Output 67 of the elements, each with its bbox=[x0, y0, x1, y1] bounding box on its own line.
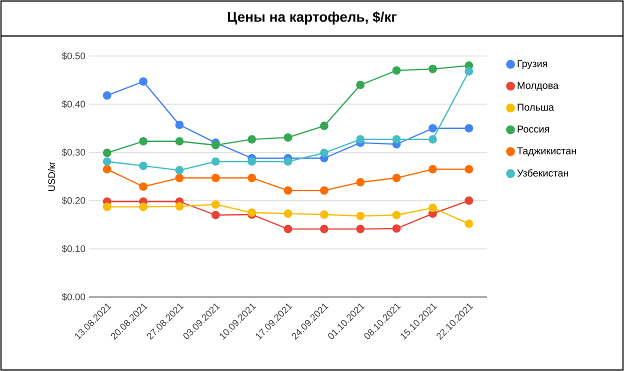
point bbox=[356, 224, 365, 234]
legend-label: Узбекистан bbox=[517, 169, 568, 177]
legend-label: Польша bbox=[518, 104, 554, 111]
point bbox=[248, 157, 256, 166]
point bbox=[248, 174, 256, 182]
y-tick-label: $0.00 bbox=[62, 293, 86, 301]
chart-title: Цены на картофель, $/кг bbox=[228, 11, 397, 25]
point bbox=[464, 165, 474, 174]
point bbox=[284, 186, 292, 195]
point bbox=[428, 165, 437, 174]
point bbox=[139, 137, 148, 146]
y-axis-title: USD/кг bbox=[48, 162, 55, 191]
point bbox=[139, 182, 148, 191]
legend-label: Грузия bbox=[518, 60, 548, 70]
point bbox=[211, 200, 220, 209]
point bbox=[428, 135, 437, 144]
point bbox=[102, 165, 112, 174]
point bbox=[356, 135, 365, 144]
y-tick-label: $0.20 bbox=[62, 196, 86, 204]
point bbox=[320, 210, 328, 219]
point bbox=[428, 64, 437, 74]
point bbox=[102, 202, 112, 212]
point bbox=[392, 66, 401, 75]
point bbox=[211, 174, 220, 182]
point bbox=[175, 166, 184, 174]
point bbox=[392, 210, 401, 220]
point bbox=[320, 186, 328, 195]
point bbox=[320, 122, 328, 130]
point bbox=[211, 140, 220, 150]
point bbox=[284, 133, 292, 142]
point bbox=[356, 178, 365, 187]
point bbox=[464, 196, 474, 205]
point bbox=[392, 174, 401, 182]
y-tick-label: $0.40 bbox=[62, 100, 86, 108]
y-tick-label: $0.10 bbox=[62, 244, 86, 253]
point bbox=[211, 210, 220, 220]
point bbox=[175, 120, 184, 130]
point bbox=[211, 157, 220, 166]
y-tick-label: $0.30 bbox=[62, 148, 86, 156]
point bbox=[464, 124, 474, 133]
point bbox=[248, 135, 256, 144]
point bbox=[284, 209, 292, 218]
legend-label: Россия bbox=[518, 126, 549, 133]
point bbox=[464, 67, 474, 76]
point bbox=[356, 212, 365, 220]
point bbox=[102, 91, 112, 100]
legend-label: Таджикистан bbox=[517, 147, 576, 156]
point bbox=[284, 224, 292, 234]
y-tick-label: $0.50 bbox=[62, 52, 86, 60]
point bbox=[175, 137, 184, 146]
point bbox=[139, 77, 148, 86]
point bbox=[464, 220, 474, 228]
point bbox=[320, 148, 328, 158]
point bbox=[428, 124, 437, 133]
point bbox=[139, 202, 148, 212]
point bbox=[392, 135, 401, 144]
point bbox=[102, 157, 112, 166]
point bbox=[139, 162, 148, 170]
legend-label: Молдова bbox=[518, 82, 559, 91]
point bbox=[392, 224, 401, 233]
point bbox=[102, 148, 112, 158]
point bbox=[320, 224, 328, 234]
point bbox=[356, 80, 365, 90]
point bbox=[175, 174, 184, 182]
point bbox=[175, 202, 184, 211]
point bbox=[284, 157, 292, 166]
point bbox=[428, 204, 437, 212]
